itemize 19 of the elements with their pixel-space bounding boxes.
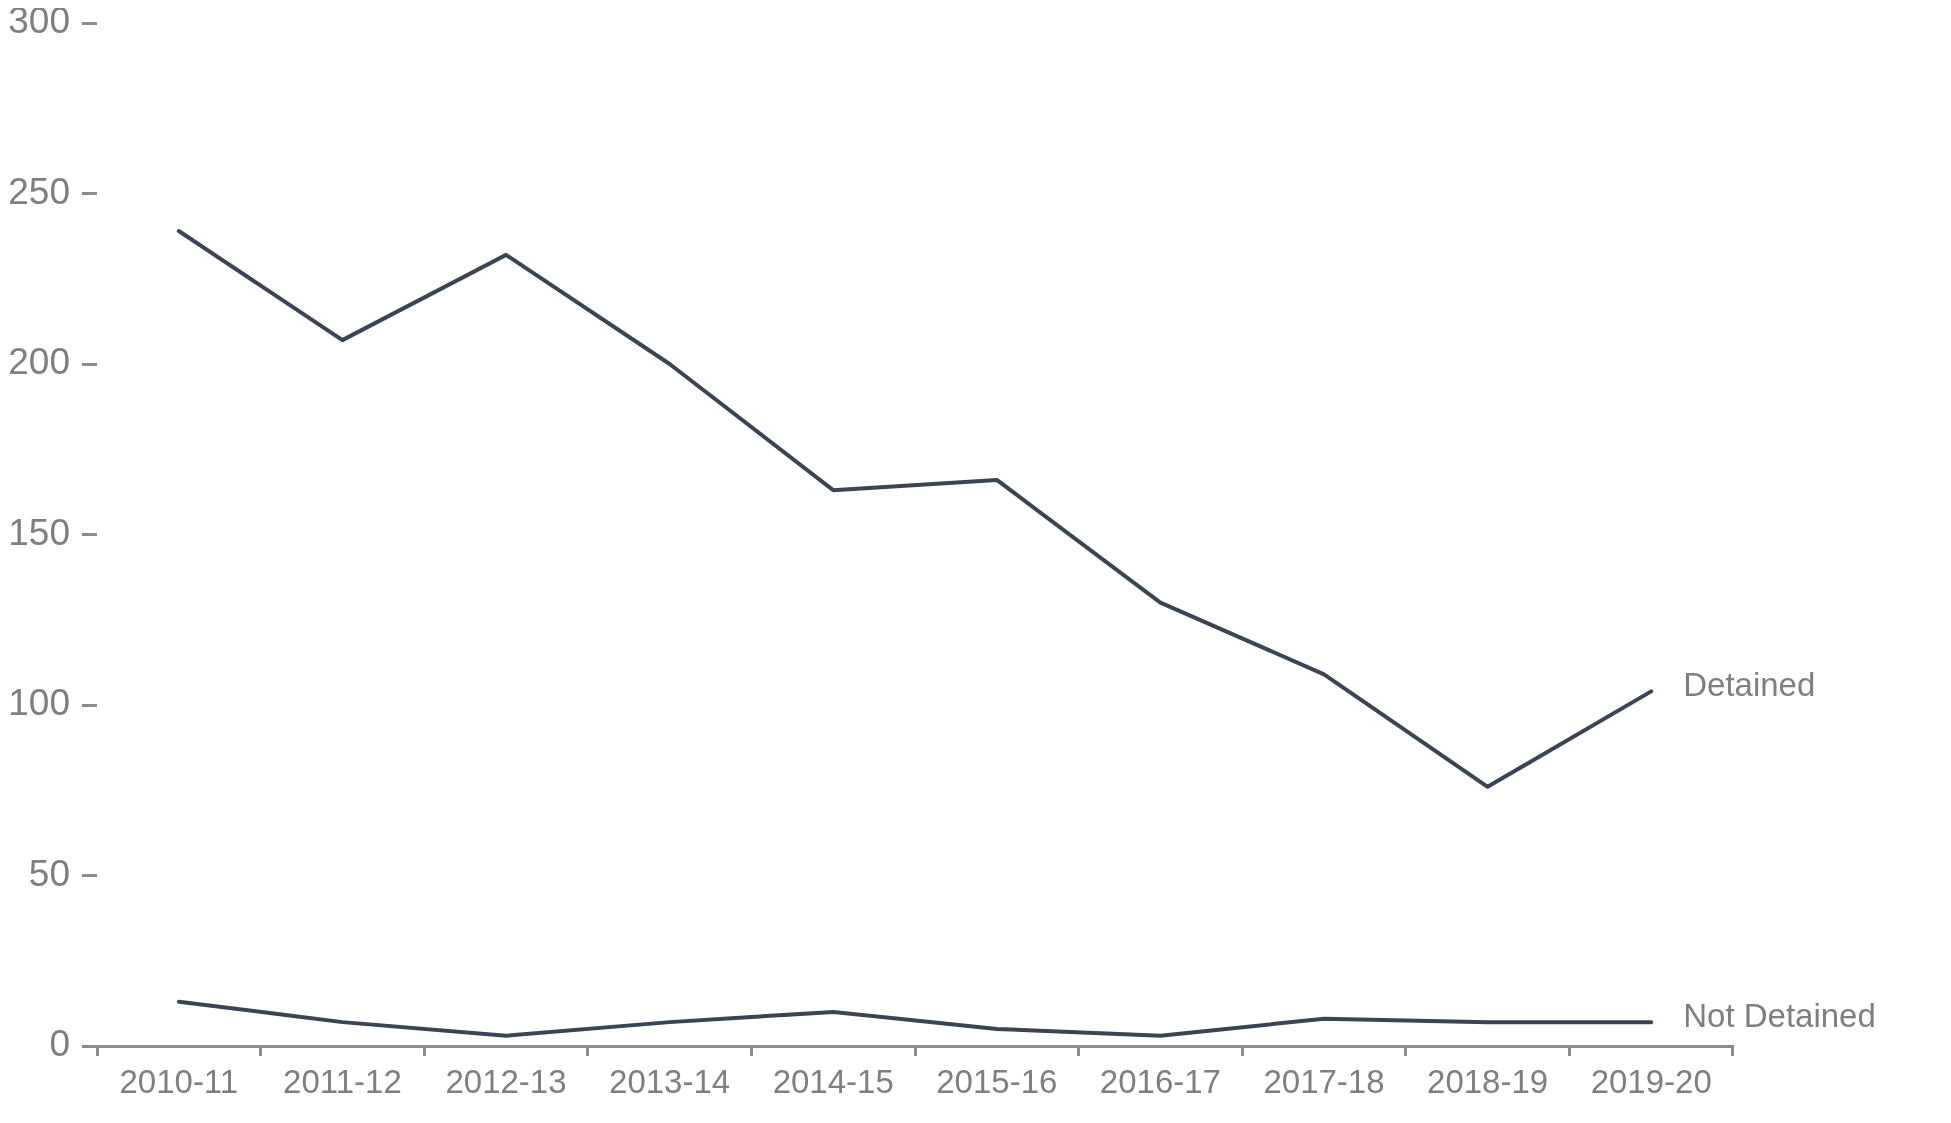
x-tick-label: 2012-13 xyxy=(445,1062,567,1100)
x-tick-label: 2016-17 xyxy=(1099,1062,1221,1100)
x-tick-label: 2019-20 xyxy=(1590,1062,1712,1100)
y-tick-label: 0 xyxy=(49,1023,70,1065)
y-tick-label: 250 xyxy=(8,170,70,212)
x-tick-label: 2018-19 xyxy=(1427,1062,1549,1100)
x-tick-label: 2013-14 xyxy=(609,1062,731,1100)
y-tick-label: 150 xyxy=(8,511,70,553)
x-tick-label: 2014-15 xyxy=(772,1062,894,1100)
x-tick-label: 2010-11 xyxy=(119,1062,239,1100)
y-tick-label: 200 xyxy=(8,341,70,383)
x-tick-label: 2017-18 xyxy=(1263,1062,1385,1100)
y-tick-label: 100 xyxy=(8,682,70,724)
x-tick-label: 2011-12 xyxy=(283,1062,402,1100)
series-label: Detained xyxy=(1683,666,1816,704)
series-label: Not Detained xyxy=(1683,997,1876,1035)
x-tick-label: 2015-16 xyxy=(936,1062,1058,1100)
y-tick-label: 50 xyxy=(28,852,70,894)
y-tick-label: 300 xyxy=(8,0,70,42)
